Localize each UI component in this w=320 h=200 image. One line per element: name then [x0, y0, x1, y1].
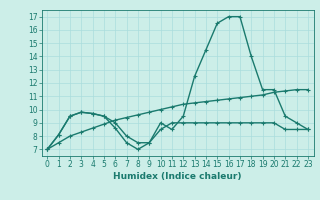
X-axis label: Humidex (Indice chaleur): Humidex (Indice chaleur): [113, 172, 242, 181]
